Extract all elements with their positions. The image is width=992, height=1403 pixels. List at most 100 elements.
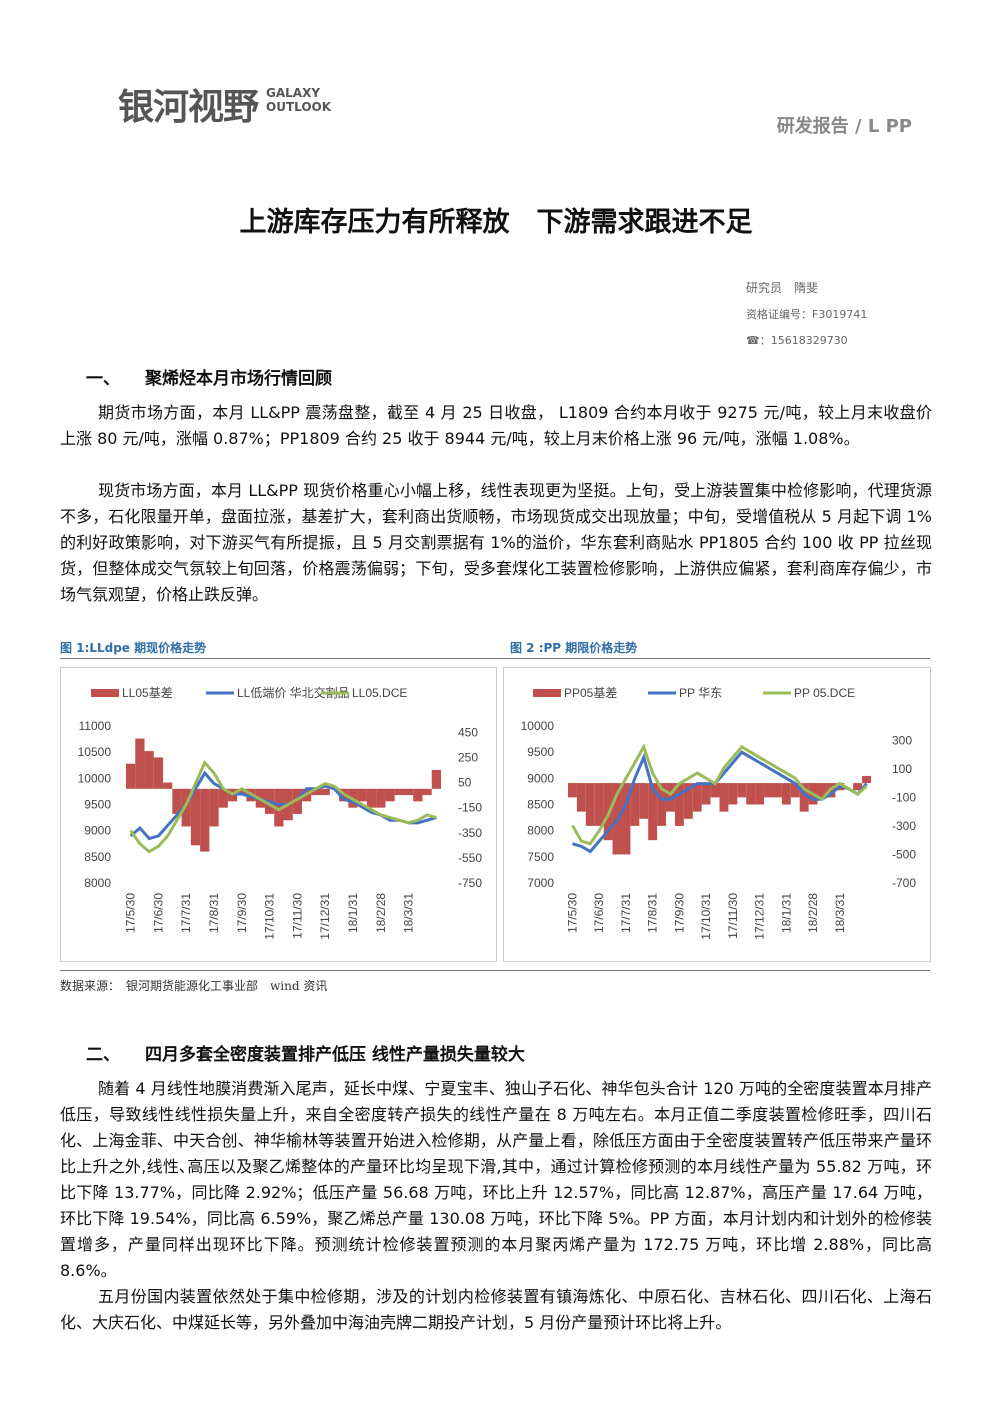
bar bbox=[692, 783, 702, 812]
bar bbox=[594, 783, 604, 826]
bar bbox=[190, 788, 201, 846]
bar bbox=[311, 788, 321, 796]
x-tick-label: 17/6/30 bbox=[151, 893, 165, 933]
bar bbox=[630, 783, 640, 826]
y2-tick-label: -550 bbox=[458, 851, 482, 865]
legend-label: PP 华东 bbox=[679, 686, 722, 700]
x-tick-label: 17/5/30 bbox=[565, 893, 579, 933]
bar bbox=[568, 783, 577, 798]
x-tick-label: 17/9/30 bbox=[235, 893, 249, 933]
legend-label: LL低端价 华北交割品 bbox=[237, 685, 350, 700]
bar bbox=[422, 788, 432, 796]
bar bbox=[576, 783, 586, 812]
paragraph: 期货市场方面，本月 LL&PP 震荡盘整，截至 4 月 25 日收盘， L180… bbox=[60, 403, 932, 448]
x-tick-label: 17/10/31 bbox=[699, 893, 713, 940]
paragraph: 随着 4 月线性地膜消费渐入尾声，延长中煤、宁夏宝丰、独山子石化、神华包头合计 … bbox=[60, 1079, 932, 1280]
bar bbox=[755, 783, 765, 805]
figure-caption: 图 1:LLdpe 期现价格走势 bbox=[60, 641, 207, 655]
y-tick-label: 8500 bbox=[84, 850, 111, 864]
logo-en: GALAXY bbox=[266, 86, 321, 100]
y-tick-label: 8500 bbox=[527, 798, 554, 812]
section-heading: 四月多套全密度装置排产低压 线性产量损失量较大 bbox=[145, 1045, 525, 1065]
bar bbox=[431, 769, 441, 789]
bar bbox=[181, 788, 191, 827]
paragraph: 现货市场方面，本月 LL&PP 现货价格重心小幅上移，线性表现更为坚挺。上旬，受… bbox=[60, 481, 932, 604]
bar bbox=[218, 788, 228, 808]
section-number: 一、 bbox=[86, 369, 120, 389]
x-tick-label: 18/1/31 bbox=[779, 893, 793, 933]
bar bbox=[728, 783, 738, 805]
bar bbox=[862, 775, 871, 784]
y2-tick-label: 50 bbox=[458, 776, 472, 790]
license: 资格证编号：F3019741 bbox=[746, 308, 868, 321]
bar bbox=[710, 783, 720, 798]
bar bbox=[639, 783, 649, 819]
x-tick-label: 17/11/30 bbox=[290, 893, 304, 939]
rule bbox=[60, 658, 930, 659]
bar bbox=[746, 783, 756, 805]
legend-label: LL05.DCE bbox=[352, 686, 407, 700]
bar bbox=[781, 783, 791, 805]
chart: 7000 7500 8000 8500 9000 9500 10000 -700 -500 -30… bbox=[503, 667, 931, 962]
y2-tick-label: -350 bbox=[458, 826, 482, 840]
y-tick-label: 7500 bbox=[527, 850, 554, 864]
x-tick-label: 17/12/31 bbox=[753, 893, 767, 940]
bar bbox=[666, 783, 675, 812]
bar bbox=[674, 783, 684, 826]
bar bbox=[403, 788, 414, 796]
figure-caption: 图 2 :PP 期限价格走势 bbox=[510, 641, 638, 655]
x-tick-label: 17/12/31 bbox=[318, 893, 332, 940]
legend-label: LL05基差 bbox=[122, 686, 173, 700]
bar bbox=[683, 783, 693, 819]
bar bbox=[144, 751, 154, 789]
y-tick-label: 9500 bbox=[84, 798, 111, 812]
legend-swatch bbox=[91, 689, 119, 697]
y2-tick-label: -100 bbox=[892, 790, 916, 804]
paragraph: 五月份国内装置依然处于集中检修期，涉及的计划内检修装置有镇海炼化、中原石化、吉林… bbox=[60, 1287, 932, 1332]
bar bbox=[790, 783, 800, 798]
x-tick-label: 18/2/28 bbox=[806, 893, 820, 933]
x-tick-label: 17/8/31 bbox=[207, 893, 221, 933]
y-tick-label: 7000 bbox=[527, 876, 554, 890]
bar bbox=[153, 757, 164, 789]
bar bbox=[200, 788, 210, 852]
y-tick-label: 10000 bbox=[521, 719, 555, 733]
y2-tick-label: 450 bbox=[458, 725, 478, 739]
rule bbox=[60, 970, 930, 971]
title: 上游库存压力有所释放 下游需求跟进不足 bbox=[239, 207, 753, 238]
report-type: 研发报告 / L PP bbox=[776, 116, 912, 137]
line bbox=[129, 759, 437, 854]
bar bbox=[719, 783, 729, 812]
x-tick-label: 17/7/31 bbox=[179, 893, 193, 933]
x-tick-label: 17/7/31 bbox=[619, 893, 633, 933]
phone: ☎：15618329730 bbox=[746, 334, 848, 347]
logo: 银河视野 bbox=[118, 87, 259, 128]
bar bbox=[366, 788, 377, 808]
y-tick-label: 8000 bbox=[84, 876, 111, 890]
bar bbox=[163, 782, 173, 789]
line bbox=[571, 743, 868, 846]
legend-swatch bbox=[533, 689, 561, 697]
y2-tick-label: 300 bbox=[892, 733, 912, 747]
y-tick-label: 9000 bbox=[84, 824, 111, 838]
x-tick-label: 17/9/30 bbox=[672, 893, 686, 933]
bar bbox=[413, 788, 423, 802]
y-tick-label: 9500 bbox=[527, 745, 554, 759]
bar bbox=[701, 783, 711, 805]
y2-tick-label: 250 bbox=[458, 750, 478, 764]
bar bbox=[764, 783, 773, 798]
y-tick-label: 8000 bbox=[527, 824, 554, 838]
x-tick-label: 17/11/30 bbox=[726, 893, 740, 939]
bar bbox=[274, 788, 284, 827]
bar bbox=[799, 783, 809, 812]
y-tick-label: 9000 bbox=[527, 771, 554, 785]
x-tick-label: 17/6/30 bbox=[592, 893, 606, 933]
x-tick-label: 18/3/31 bbox=[833, 893, 847, 933]
y-tick-label: 10000 bbox=[78, 771, 112, 785]
x-tick-label: 17/10/31 bbox=[263, 893, 277, 940]
x-tick-label: 18/2/28 bbox=[374, 893, 388, 933]
chart: 8000 8500 9000 9500 10000 10500 11000 -750 -550 -… bbox=[60, 667, 497, 962]
y-tick-label: 11000 bbox=[79, 719, 112, 733]
bar bbox=[385, 788, 395, 802]
